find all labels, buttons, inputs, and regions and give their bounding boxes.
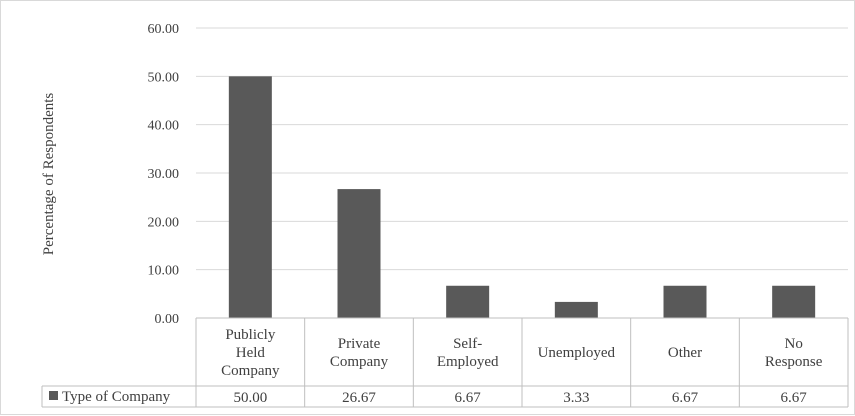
data-value-label: 50.00 xyxy=(233,390,267,406)
y-tick-label: 40.00 xyxy=(148,119,180,134)
gridlines xyxy=(196,27,848,271)
x-category-label-line: Self- xyxy=(453,336,482,352)
data-value-label: 6.67 xyxy=(781,390,808,406)
data-value-label: 6.67 xyxy=(455,390,482,406)
x-category-label-line: Private xyxy=(338,336,381,352)
legend-key xyxy=(49,391,58,400)
bars xyxy=(228,76,816,318)
y-axis-label: Percentage of Respondents xyxy=(41,93,57,256)
y-tick-label: 60.00 xyxy=(148,22,180,37)
x-category-label-line: Other xyxy=(668,345,702,361)
y-tick-label: 0.00 xyxy=(155,312,180,327)
y-tick-label: 10.00 xyxy=(148,264,180,279)
y-axis-ticks: 0.00 10.00 20.00 30.00 40.00 50.00 60.00 xyxy=(148,22,180,327)
data-value-label: 6.67 xyxy=(672,390,699,406)
bar xyxy=(772,285,816,318)
bar xyxy=(663,285,707,318)
data-value-label: 26.67 xyxy=(342,390,376,406)
x-category-label-line: Employed xyxy=(437,354,499,370)
x-category-label-line: Response xyxy=(765,354,823,370)
x-category-label-line: Company xyxy=(330,354,389,370)
x-category-label: Publicly Held Company xyxy=(221,327,280,379)
x-category-label: Private Company xyxy=(330,336,389,370)
x-category-label: Unemployed xyxy=(538,345,616,361)
bar xyxy=(554,301,598,318)
x-category-label-line: Publicly xyxy=(225,327,276,343)
y-tick-label: 20.00 xyxy=(148,215,180,230)
x-category-label-line: Unemployed xyxy=(538,345,616,361)
bar xyxy=(337,189,381,318)
y-tick-label: 50.00 xyxy=(148,70,180,85)
data-value-label: 3.33 xyxy=(563,390,589,406)
bar xyxy=(228,76,272,318)
x-category-label-line: No xyxy=(784,336,802,352)
x-category-label: Self- Employed xyxy=(437,336,499,370)
series-name: Type of Company xyxy=(62,389,171,405)
x-category-label-line: Held xyxy=(236,345,266,361)
x-category-label: Other xyxy=(668,345,702,361)
x-category-label: No Response xyxy=(765,336,823,370)
data-table: Publicly Held Company Private Company Self- Em… xyxy=(41,317,849,408)
x-category-label-line: Company xyxy=(221,363,280,379)
bar xyxy=(446,285,490,318)
y-tick-label: 30.00 xyxy=(148,167,180,182)
